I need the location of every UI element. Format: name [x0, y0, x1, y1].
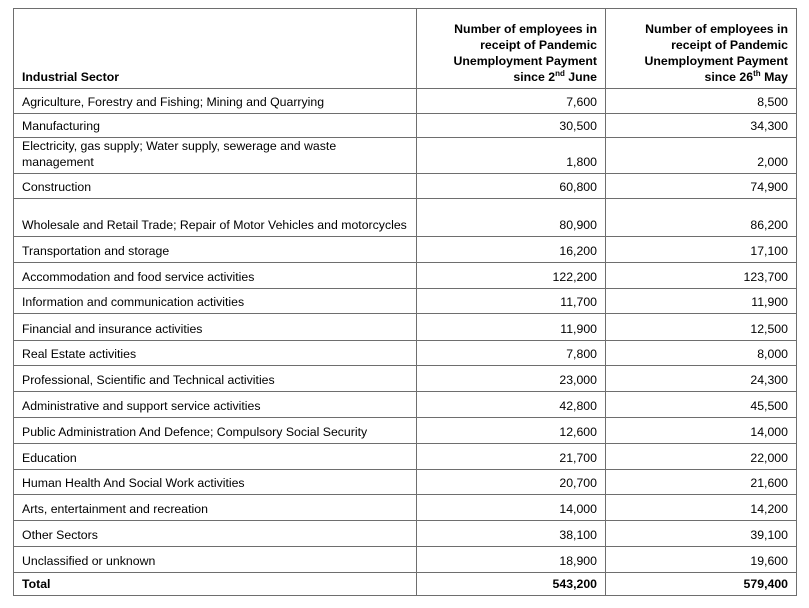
header-june: Number of employees in receipt of Pandem…	[416, 8, 606, 89]
may-value-cell: 8,500	[605, 88, 797, 114]
june-value-cell: 30,500	[416, 113, 606, 138]
sector-cell: Administrative and support service activ…	[13, 391, 417, 418]
june-value-cell: 14,000	[416, 494, 606, 521]
header-row: Industrial Sector Number of employees in…	[13, 8, 797, 89]
total-may-cell: 579,400	[605, 572, 797, 596]
table-row: Accommodation and food service activitie…	[13, 262, 797, 289]
june-value-cell: 18,900	[416, 546, 606, 573]
table-row: Other Sectors 38,100 39,100	[13, 520, 797, 547]
total-june-cell: 543,200	[416, 572, 606, 596]
table-row: Electricity, gas supply; Water supply, s…	[13, 137, 797, 174]
may-value-cell: 86,200	[605, 198, 797, 237]
june-value-cell: 11,900	[416, 313, 606, 341]
table-row: Wholesale and Retail Trade; Repair of Mo…	[13, 198, 797, 237]
sector-cell: Agriculture, Forestry and Fishing; Minin…	[13, 88, 417, 114]
sector-cell: Electricity, gas supply; Water supply, s…	[13, 137, 417, 174]
sector-cell: Arts, entertainment and recreation	[13, 494, 417, 521]
june-value-cell: 60,800	[416, 173, 606, 199]
sector-cell: Professional, Scientific and Technical a…	[13, 365, 417, 392]
table-row: Public Administration And Defence; Compu…	[13, 417, 797, 444]
header-industrial-sector: Industrial Sector	[13, 8, 417, 89]
sector-cell: Transportation and storage	[13, 236, 417, 263]
table-row: Real Estate activities 7,800 8,000	[13, 340, 797, 366]
may-value-cell: 19,600	[605, 546, 797, 573]
total-row: Total 543,200 579,400	[13, 572, 797, 596]
table-row: Agriculture, Forestry and Fishing; Minin…	[13, 88, 797, 114]
pup-by-sector-table: Industrial Sector Number of employees in…	[13, 8, 797, 596]
june-value-cell: 11,700	[416, 288, 606, 314]
may-value-cell: 74,900	[605, 173, 797, 199]
table-row: Education 21,700 22,000	[13, 443, 797, 470]
table-row: Manufacturing 30,500 34,300	[13, 113, 797, 138]
table-row: Financial and insurance activities 11,900…	[13, 313, 797, 341]
may-value-cell: 8,000	[605, 340, 797, 366]
may-value-cell: 22,000	[605, 443, 797, 470]
sector-cell: Accommodation and food service activitie…	[13, 262, 417, 289]
june-value-cell: 23,000	[416, 365, 606, 392]
may-value-cell: 45,500	[605, 391, 797, 418]
sector-cell: Information and communication activities	[13, 288, 417, 314]
may-value-cell: 14,200	[605, 494, 797, 521]
sector-cell: Unclassified or unknown	[13, 546, 417, 573]
may-value-cell: 2,000	[605, 137, 797, 174]
may-value-cell: 24,300	[605, 365, 797, 392]
header-may-sup: th	[753, 68, 761, 78]
sector-cell: Other Sectors	[13, 520, 417, 547]
june-value-cell: 21,700	[416, 443, 606, 470]
may-value-cell: 123,700	[605, 262, 797, 289]
june-value-cell: 20,700	[416, 469, 606, 495]
may-value-cell: 21,600	[605, 469, 797, 495]
total-sector-cell: Total	[13, 572, 417, 596]
june-value-cell: 1,800	[416, 137, 606, 174]
may-value-cell: 11,900	[605, 288, 797, 314]
table-row: Construction 60,800 74,900	[13, 173, 797, 199]
june-value-cell: 7,800	[416, 340, 606, 366]
sector-cell: Real Estate activities	[13, 340, 417, 366]
table-row: Administrative and support service activ…	[13, 391, 797, 418]
table-row: Human Health And Social Work activities 2…	[13, 469, 797, 495]
may-value-cell: 39,100	[605, 520, 797, 547]
header-may: Number of employees in receipt of Pandem…	[605, 8, 797, 89]
may-value-cell: 12,500	[605, 313, 797, 341]
sector-cell: Construction	[13, 173, 417, 199]
table-row: Arts, entertainment and recreation 14,000…	[13, 494, 797, 521]
sector-cell: Human Health And Social Work activities	[13, 469, 417, 495]
june-value-cell: 7,600	[416, 88, 606, 114]
may-value-cell: 17,100	[605, 236, 797, 263]
june-value-cell: 80,900	[416, 198, 606, 237]
header-may-month: May	[760, 70, 788, 84]
table-row: Professional, Scientific and Technical a…	[13, 365, 797, 392]
table-row: Unclassified or unknown 18,900 19,600	[13, 546, 797, 573]
may-value-cell: 34,300	[605, 113, 797, 138]
june-value-cell: 38,100	[416, 520, 606, 547]
sector-cell: Manufacturing	[13, 113, 417, 138]
table-row: Information and communication activities…	[13, 288, 797, 314]
table-row: Transportation and storage 16,200 17,100	[13, 236, 797, 263]
june-value-cell: 122,200	[416, 262, 606, 289]
sector-cell: Education	[13, 443, 417, 470]
june-value-cell: 42,800	[416, 391, 606, 418]
header-may-text: Number of employees in receipt of Pandem…	[644, 22, 789, 84]
header-june-sup: nd	[555, 68, 565, 78]
sector-cell: Financial and insurance activities	[13, 313, 417, 341]
sector-cell: Public Administration And Defence; Compu…	[13, 417, 417, 444]
header-june-text: Number of employees in receipt of Pandem…	[453, 22, 598, 84]
sector-cell: Wholesale and Retail Trade; Repair of Mo…	[13, 198, 417, 237]
header-june-month: June	[564, 70, 597, 84]
june-value-cell: 16,200	[416, 236, 606, 263]
may-value-cell: 14,000	[605, 417, 797, 444]
june-value-cell: 12,600	[416, 417, 606, 444]
